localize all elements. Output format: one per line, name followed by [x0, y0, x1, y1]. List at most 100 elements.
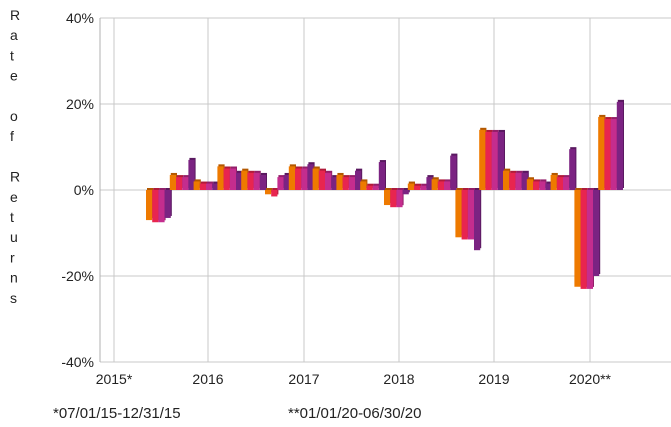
bar: [604, 119, 611, 190]
bar: [247, 172, 254, 190]
y-tick-label: 40%: [66, 10, 94, 26]
bar: [348, 177, 355, 190]
bar: [342, 177, 349, 190]
footnote-2015: *07/01/15-12/31/15: [53, 405, 181, 422]
bar: [212, 183, 219, 190]
bar: [497, 131, 504, 190]
bar: [503, 170, 510, 190]
bar: [431, 179, 438, 190]
x-tick-label: 2016: [192, 371, 223, 387]
bar: [277, 177, 284, 190]
y-tick-label: 20%: [66, 96, 94, 112]
bar: [574, 190, 581, 287]
bar: [188, 159, 195, 190]
x-tick-label: 2018: [383, 371, 414, 387]
bar: [509, 172, 516, 190]
y-axis-ticks: 40% 20% 0% -20% -40%: [61, 10, 94, 370]
bar: [396, 190, 403, 208]
y-axis-label-letter: f: [10, 128, 14, 144]
bar: [152, 190, 159, 223]
bar: [271, 190, 278, 197]
y-axis-label-letter: a: [10, 27, 18, 43]
bar: [467, 190, 474, 240]
bar: [206, 183, 213, 190]
bar: [288, 166, 295, 190]
bar: [402, 190, 409, 195]
x-axis-ticks: 2015* 2016 2017 2018 2019 2020**: [96, 371, 612, 387]
y-axis-label-letter: s: [10, 290, 17, 306]
bar: [521, 172, 528, 190]
bar: [199, 183, 206, 190]
x-tick-label: 2020**: [569, 371, 612, 387]
bar: [580, 190, 587, 289]
bar: [598, 116, 605, 190]
bar: [283, 174, 290, 190]
bar: [182, 177, 189, 190]
y-axis-label-letter: n: [10, 270, 18, 286]
bar: [331, 177, 338, 190]
bar: [414, 185, 421, 190]
x-tick-label: 2019: [478, 371, 509, 387]
bar: [301, 168, 308, 190]
bar: [407, 183, 414, 190]
bar: [474, 190, 481, 251]
bar: [158, 190, 165, 223]
bar: [444, 181, 451, 190]
bar: [586, 190, 593, 289]
bar: [193, 181, 200, 190]
bar: [384, 190, 391, 206]
bar: [295, 168, 302, 190]
x-tick-label: 2015*: [96, 371, 133, 387]
bar: [539, 181, 546, 190]
bar: [556, 177, 563, 190]
bar: [366, 185, 373, 190]
footnote-2020: **01/01/20-06/30/20: [288, 405, 422, 422]
bar: [461, 190, 468, 240]
y-tick-label: 0%: [74, 182, 94, 198]
y-axis-label-letter: u: [10, 229, 18, 245]
y-axis-label-letter: e: [10, 68, 18, 84]
y-axis-label-letter: t: [10, 47, 14, 63]
bar: [610, 119, 617, 190]
bar: [236, 172, 243, 190]
bar: [526, 179, 533, 190]
bar: [176, 177, 183, 190]
bar: [223, 168, 230, 190]
y-axis-label-letter: t: [10, 209, 14, 225]
bar: [259, 174, 266, 190]
bar: [569, 149, 576, 190]
bar: [229, 168, 236, 190]
bar: [515, 172, 522, 190]
bar: [318, 170, 325, 190]
bar: [479, 129, 486, 190]
bar: [485, 131, 492, 190]
bar: [455, 190, 462, 238]
bar: [563, 177, 570, 190]
bar: [593, 190, 600, 276]
bar: [217, 166, 224, 190]
bar: [450, 155, 457, 190]
x-tick-label: 2017: [288, 371, 319, 387]
bar: [253, 172, 260, 190]
bar: [550, 174, 557, 190]
bar: [336, 174, 343, 190]
y-tick-label: -40%: [61, 354, 94, 370]
bar: [372, 185, 379, 190]
bar: [146, 190, 153, 221]
bar: [169, 174, 176, 190]
bar: [491, 131, 498, 190]
bar: [378, 162, 385, 190]
y-axis-label-letter: o: [10, 108, 18, 124]
bar: [533, 181, 540, 190]
bar: [390, 190, 397, 208]
bar: [325, 172, 332, 190]
y-axis-label-letter: R: [10, 7, 20, 23]
bar: [265, 190, 272, 195]
bar: [420, 185, 427, 190]
y-tick-label: -20%: [61, 268, 94, 284]
bar: [307, 164, 314, 190]
bar: [164, 190, 171, 218]
